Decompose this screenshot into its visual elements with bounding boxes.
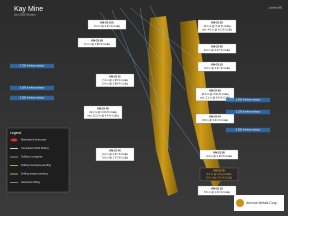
legend-label: Historical drilling [21,180,40,184]
callout-text: KM-23-52 [211,62,223,66]
depth-box [10,63,54,69]
callout-text: KM-23-36 [213,168,225,172]
legend-box [6,127,70,193]
depth-label: 3,500 ft below surface [236,129,261,132]
callout-box [195,87,235,101]
callout-text: 6.5 m @ 1.8 g/t AuEq [207,172,232,176]
callout-box [95,73,135,87]
callout-text: KM-23-49 [209,88,221,92]
callout-text: 4.4 m @ 1.96 % CuEq [206,154,232,158]
ore-body-east [180,20,222,190]
logo-text: Arizona Metals Corp. [246,201,278,205]
callout-text: 12.4 m @ 3.12 % CuEq [203,24,231,28]
legend: Legend [6,127,70,193]
page: {"header": {"title": "Kay Mine", "subtit… [0,0,288,216]
depth-box [226,97,270,103]
callout-text: KM-23-60 [211,44,223,48]
callout-text: KM-23-46 [97,106,109,110]
callout-text: KM-23-61A [100,20,114,24]
callout-text: 8.3 m @ 4.07 % CuEq [204,48,230,52]
callout-box [197,185,237,196]
callout-text: 3.4 m @ 2.97 % CuEq [102,152,128,156]
depth-box [226,109,270,115]
callout-text: KM-23-40 [109,148,121,152]
depth-box [10,95,54,101]
callout-text: incl. 3.1 m @ 5.8 % CuEq [200,96,230,100]
callout-box [199,149,239,160]
depth-label: 3,250 ft below surface [20,97,45,100]
callout-text: KM-23-51 [109,74,121,78]
callout-text: incl. 4.0 m @ 6.2 % CuEq [202,28,232,32]
callout-text: 42.3 m @ 2.64 % CuEq [89,110,117,114]
drill-traces [99,5,211,171]
callout-box [87,19,127,30]
legend-title: Legend [10,131,21,135]
legend-swatch [10,138,18,142]
depth-label: 2,750 ft below surface [20,65,45,68]
callout-text: 10.5 m @ 2.54 % CuEq [201,92,229,96]
callout-text: 4.6 m @ 2.41 % CuEq [206,176,232,180]
callout-text: KM-23-58 [91,38,103,42]
legend-label: Drilling assays pending [21,172,48,176]
ore-body-west [148,16,178,196]
subtitle: Jan 2025 Section [14,13,36,17]
callout-text: 3.4 m @ 2.88 % CuEq [102,82,128,86]
map: Kay Mine Jan 2025 Section Looking NE Leg… [0,0,288,216]
callout-text: KM-23-33 [211,186,223,190]
callout-text: 5.6 m @ 1.31 % CuEq [204,190,230,194]
depth-label: 2,900 ft below surface [236,99,261,102]
callout-text: KM-23-55 [211,20,223,24]
logo-box [234,195,284,211]
callout-box [199,167,239,181]
callout-box [77,37,117,48]
callout-box [197,43,237,54]
legend-label: Drilling in progress [21,155,43,159]
callout-box [95,147,135,161]
legend-label: Mineralized Intercepts [21,138,47,142]
callout-text: KM-23-44 [209,114,221,118]
callout-text: 5.1 m @ 1.86 % CuEq [84,42,110,46]
callout-text: KM-23-38 [213,150,225,154]
logo-mark [236,199,244,207]
depth-box [10,85,54,91]
callout-text: 9.6 m @ 2.97 % CuEq [204,66,230,70]
callout-text: incl. 12.2 m @ 4.9 % CuEq [87,114,119,118]
callout-box [197,19,237,33]
legend-label: Completed 2023 Drilling [21,146,49,150]
depth-box [226,127,270,133]
callout-box [197,61,237,72]
legend-label: Drilling intercepts pending [21,163,51,167]
callout-box [83,105,123,119]
callout-text: 6.2 m @ 2.41 % CuEq [94,24,120,28]
callout-text: 5.6 m @ 1.72 % CuEq [102,156,128,160]
view-direction: Looking NE [269,6,283,10]
depth-label: 3,000 ft below surface [20,87,45,90]
callout-box [195,113,235,124]
depth-label: 3,150 ft below surface [236,111,261,114]
callout-text: 6.8 m @ 3.31 % CuEq [202,118,228,122]
title: Kay Mine [14,6,43,13]
callout-text: 7.2 m @ 1.95 % CuEq [102,78,128,82]
